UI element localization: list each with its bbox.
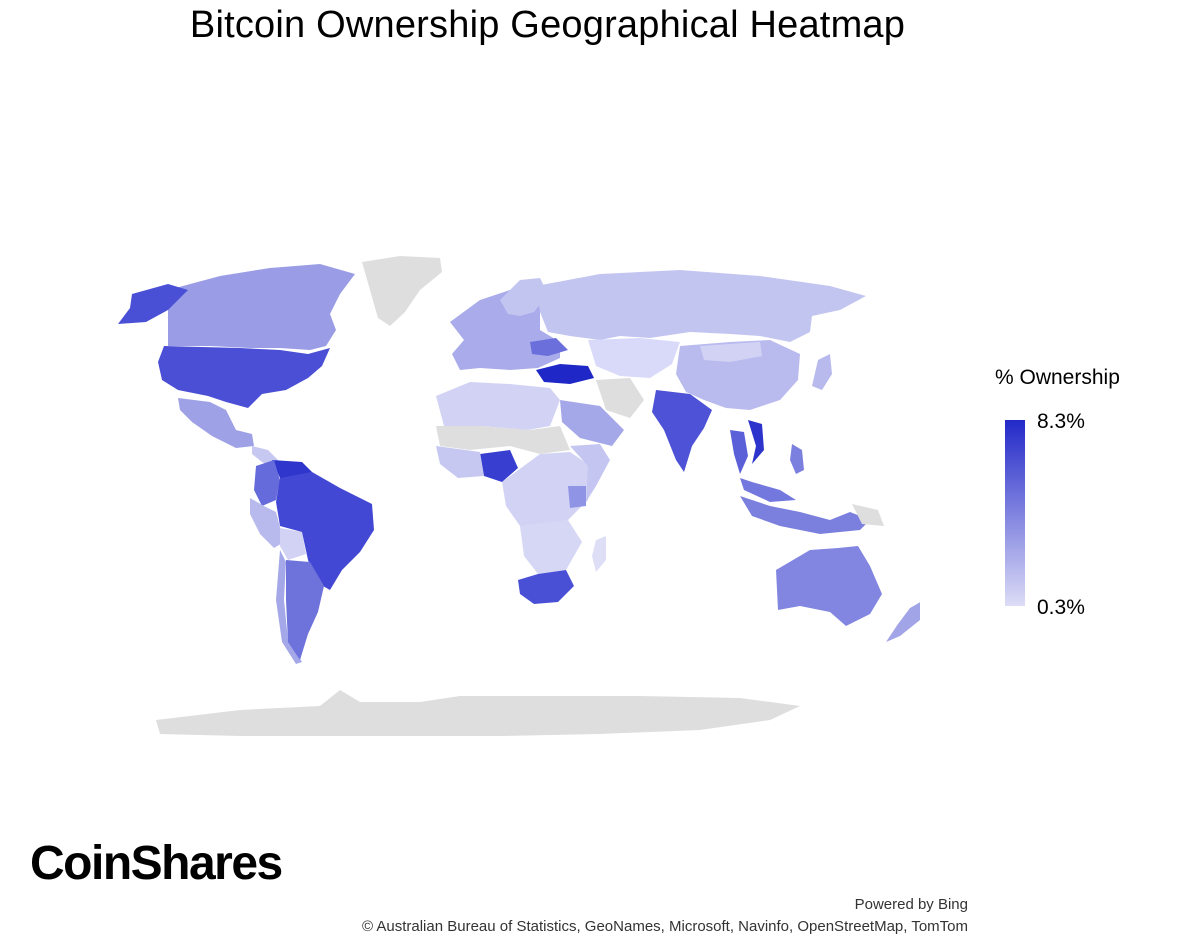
country-new-zealand xyxy=(886,602,920,642)
powered-by: Powered by Bing xyxy=(854,896,968,913)
country-united-states xyxy=(158,346,330,408)
country-central-africa xyxy=(502,452,588,530)
country-sahel-no-data xyxy=(436,426,570,454)
country-west-africa xyxy=(436,446,484,478)
country-brazil xyxy=(276,472,374,590)
country-russia xyxy=(536,270,866,342)
country-southern-africa xyxy=(520,520,582,574)
country-mexico xyxy=(178,398,254,448)
country-saudi-arabia xyxy=(560,400,624,446)
country-scandinavia xyxy=(500,278,548,316)
country-malaysia xyxy=(740,478,796,502)
country-alaska xyxy=(118,284,188,324)
map-credits: © Australian Bureau of Statistics, GeoNa… xyxy=(361,918,968,935)
country-australia xyxy=(776,546,882,626)
country-chile xyxy=(276,550,302,664)
legend-max-label: 8.3% xyxy=(1037,410,1085,433)
world-map xyxy=(118,256,920,736)
country-philippines xyxy=(790,444,804,474)
country-nigeria xyxy=(480,450,518,482)
country-indonesia xyxy=(740,496,870,534)
country-japan xyxy=(812,354,832,390)
legend-title: % Ownership xyxy=(995,366,1120,389)
country-peru xyxy=(250,498,284,548)
country-turkey xyxy=(536,364,594,384)
map-title: Bitcoin Ownership Geographical Heatmap xyxy=(189,4,906,46)
country-canada xyxy=(168,264,355,350)
region-antarctica xyxy=(156,690,800,736)
legend-min-label: 0.3% xyxy=(1037,596,1085,619)
country-vietnam xyxy=(748,420,764,464)
country-argentina xyxy=(286,560,324,660)
country-kenya xyxy=(568,486,586,508)
country-ukraine xyxy=(530,338,568,356)
country-east-africa xyxy=(570,444,610,502)
country-mongolia xyxy=(700,342,762,362)
legend-gradient xyxy=(1005,420,1025,606)
country-madagascar xyxy=(592,536,606,572)
country-bolivia xyxy=(280,528,306,560)
brand-logo: CoinShares xyxy=(30,837,283,890)
country-kazakhstan xyxy=(588,338,680,378)
country-south-africa xyxy=(518,570,574,604)
country-greenland xyxy=(362,256,442,326)
country-north-africa xyxy=(436,382,560,430)
country-papua-new-guinea xyxy=(852,504,884,526)
country-india xyxy=(652,390,712,472)
country-iran xyxy=(596,378,644,418)
country-thailand xyxy=(730,430,748,474)
country-colombia xyxy=(254,460,280,506)
